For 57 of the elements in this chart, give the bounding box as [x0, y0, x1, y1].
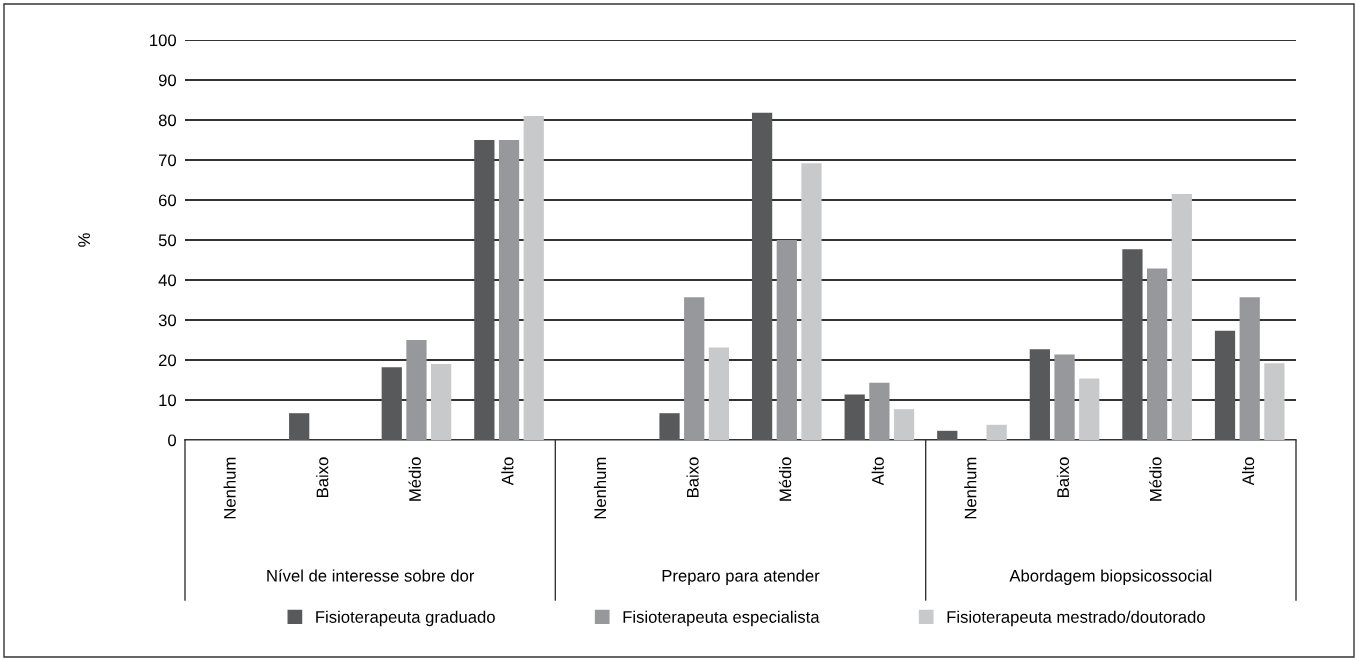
bar [751, 112, 773, 440]
y-tick-label: 80 [158, 114, 177, 127]
y-tick-label: 100 [150, 34, 177, 47]
bar [893, 409, 915, 440]
x-tick-label: Nenhum [964, 457, 977, 519]
legend-label: Fisioterapeuta graduado [316, 610, 495, 627]
x-tick-label: Médio [408, 457, 421, 501]
bar [1122, 249, 1143, 440]
y-tick-label: 30 [158, 314, 177, 327]
bar [523, 116, 544, 440]
bar [659, 413, 680, 440]
bar [776, 240, 797, 440]
bar [1029, 349, 1050, 440]
bar [1054, 354, 1075, 440]
y-tick-label: 50 [158, 234, 177, 247]
bar [937, 430, 958, 440]
x-tick-label: Médio [778, 457, 792, 501]
bar [801, 163, 822, 440]
bar [1171, 194, 1192, 440]
x-tick-label: Baixo [686, 457, 699, 497]
text: Preparo para atender [662, 569, 820, 585]
bar [1079, 378, 1100, 440]
bar [406, 340, 427, 440]
x-tick-label: Nenhum [593, 457, 607, 519]
bar [684, 297, 705, 440]
x-tick-label: Alto [501, 457, 514, 486]
bar [708, 347, 730, 440]
x-tick-label: Alto [871, 457, 884, 486]
y-tick-label: 60 [158, 194, 177, 207]
text: Nível de interesse sobre dor [267, 569, 475, 582]
y-tick-label: 0 [168, 434, 177, 447]
y-tick-label: 40 [158, 274, 177, 287]
bar [869, 382, 890, 440]
bar [289, 413, 310, 440]
bar [381, 367, 402, 440]
bar [844, 394, 865, 440]
bar [1214, 330, 1236, 440]
bar [1264, 363, 1285, 440]
x-tick-label: Baixo [1056, 457, 1070, 497]
y-tick-label: 70 [158, 154, 177, 167]
text: Abordagem biopsicossocial [1009, 569, 1212, 585]
bar [1239, 297, 1260, 440]
x-tick-label: Médio [1149, 457, 1162, 501]
legend-label: Fisioterapeuta mestrado/doutorado [947, 610, 1205, 627]
x-tick-label: Nenhum [223, 457, 236, 519]
y-tick-label: 20 [158, 354, 177, 367]
x-tick-label: Baixo [316, 457, 329, 497]
legend-label: Fisioterapeuta especialista [623, 610, 820, 627]
bar [986, 424, 1007, 440]
bar [431, 364, 452, 440]
bar [474, 140, 495, 440]
y-tick-label: 90 [158, 74, 177, 87]
y-axis-title: % [78, 233, 90, 247]
bar [498, 140, 520, 440]
bar [1147, 268, 1168, 440]
x-tick-label: Alto [1241, 457, 1255, 486]
y-tick-label: 10 [159, 394, 177, 407]
